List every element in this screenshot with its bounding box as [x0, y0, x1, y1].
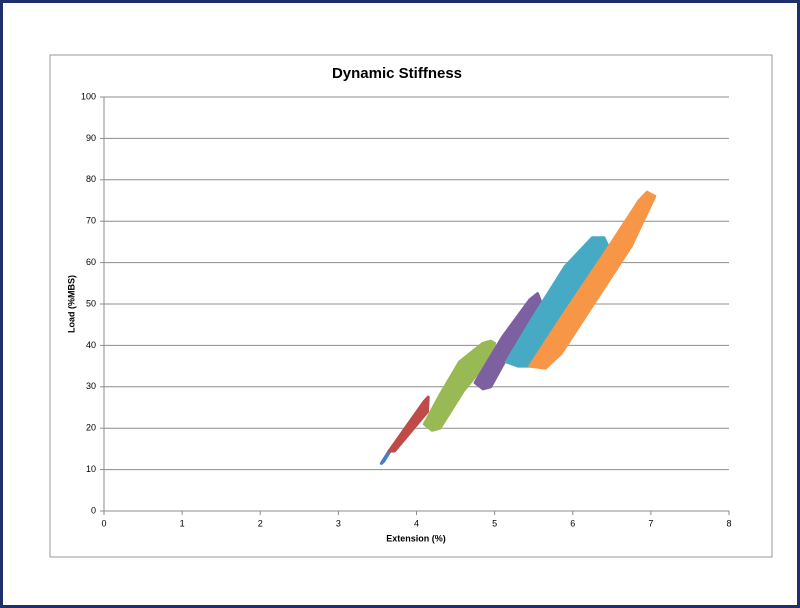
x-tick-label: 2	[258, 518, 263, 528]
y-tick-label: 100	[81, 91, 96, 101]
series-loop	[528, 190, 657, 370]
series-loop	[422, 339, 497, 432]
chart-title: Dynamic Stiffness	[332, 65, 462, 82]
y-tick-label: 0	[91, 505, 96, 515]
x-tick-label: 3	[336, 518, 341, 528]
chart-area	[49, 54, 773, 558]
y-tick-label: 20	[86, 423, 96, 433]
y-tick-label: 90	[86, 133, 96, 143]
x-tick-label: 6	[570, 518, 575, 528]
y-tick-label: 40	[86, 340, 96, 350]
x-tick-label: 8	[726, 518, 731, 528]
series-loop	[387, 395, 430, 453]
x-tick-label: 7	[648, 518, 653, 528]
x-tick-label: 1	[180, 518, 185, 528]
y-tick-label: 10	[86, 464, 96, 474]
y-tick-label: 60	[86, 257, 96, 267]
x-tick-label: 4	[414, 518, 419, 528]
x-tick-label: 0	[101, 518, 106, 528]
x-axis-label: Extension (%)	[386, 533, 446, 543]
y-tick-label: 30	[86, 381, 96, 391]
y-tick-label: 80	[86, 174, 96, 184]
y-tick-label: 70	[86, 216, 96, 226]
y-tick-label: 50	[86, 298, 96, 308]
x-tick-label: 5	[492, 518, 497, 528]
y-axis-label: Load (%MBS)	[66, 275, 76, 333]
